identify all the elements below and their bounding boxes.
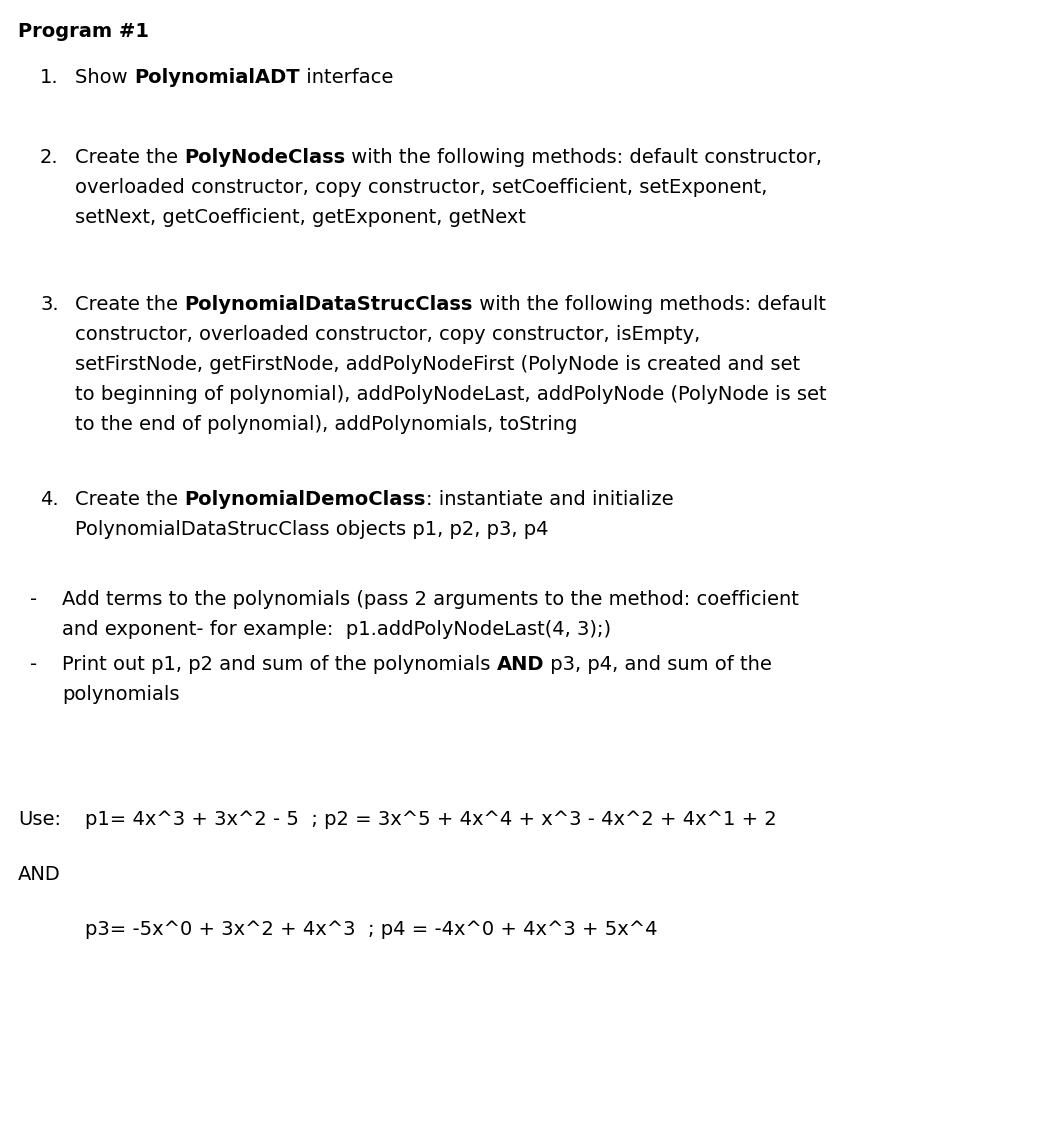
Text: to the end of polynomial), addPolynomials, toString: to the end of polynomial), addPolynomial… xyxy=(75,415,578,434)
Text: 4.: 4. xyxy=(40,490,58,509)
Text: AND: AND xyxy=(18,864,60,884)
Text: Program #1: Program #1 xyxy=(18,22,149,41)
Text: Create the: Create the xyxy=(75,148,184,167)
Text: setNext, getCoefficient, getExponent, getNext: setNext, getCoefficient, getExponent, ge… xyxy=(75,208,526,227)
Text: PolynomialDataStrucClass: PolynomialDataStrucClass xyxy=(184,295,473,314)
Text: 1.: 1. xyxy=(40,69,58,87)
Text: PolynomialDemoClass: PolynomialDemoClass xyxy=(184,490,425,509)
Text: overloaded constructor, copy constructor, setCoefficient, setExponent,: overloaded constructor, copy constructor… xyxy=(75,178,767,198)
Text: Show: Show xyxy=(75,69,134,87)
Text: interface: interface xyxy=(299,69,393,87)
Text: Create the: Create the xyxy=(75,490,184,509)
Text: setFirstNode, getFirstNode, addPolyNodeFirst (PolyNode is created and set: setFirstNode, getFirstNode, addPolyNodeF… xyxy=(75,355,800,373)
Text: -: - xyxy=(30,590,37,609)
Text: -: - xyxy=(30,656,37,674)
Text: p1= 4x^3 + 3x^2 - 5  ; p2 = 3x^5 + 4x^4 + x^3 - 4x^2 + 4x^1 + 2: p1= 4x^3 + 3x^2 - 5 ; p2 = 3x^5 + 4x^4 +… xyxy=(85,810,777,829)
Text: Use:: Use: xyxy=(18,810,61,829)
Text: 2.: 2. xyxy=(40,148,58,167)
Text: : instantiate and initialize: : instantiate and initialize xyxy=(425,490,673,509)
Text: PolynomialADT: PolynomialADT xyxy=(134,69,299,87)
Text: 3.: 3. xyxy=(40,295,58,314)
Text: Add terms to the polynomials (pass 2 arguments to the method: coefficient: Add terms to the polynomials (pass 2 arg… xyxy=(62,590,799,609)
Text: and exponent- for example:  p1.addPolyNodeLast(4, 3);): and exponent- for example: p1.addPolyNod… xyxy=(62,620,612,640)
Text: to beginning of polynomial), addPolyNodeLast, addPolyNode (PolyNode is set: to beginning of polynomial), addPolyNode… xyxy=(75,385,826,404)
Text: p3= -5x^0 + 3x^2 + 4x^3  ; p4 = -4x^0 + 4x^3 + 5x^4: p3= -5x^0 + 3x^2 + 4x^3 ; p4 = -4x^0 + 4… xyxy=(85,920,657,939)
Text: PolyNodeClass: PolyNodeClass xyxy=(184,148,345,167)
Text: polynomials: polynomials xyxy=(62,685,180,703)
Text: constructor, overloaded constructor, copy constructor, isEmpty,: constructor, overloaded constructor, cop… xyxy=(75,325,700,344)
Text: Print out p1, p2 and sum of the polynomials: Print out p1, p2 and sum of the polynomi… xyxy=(62,656,496,674)
Text: with the following methods: default constructor,: with the following methods: default cons… xyxy=(345,148,822,167)
Text: PolynomialDataStrucClass objects p1, p2, p3, p4: PolynomialDataStrucClass objects p1, p2,… xyxy=(75,520,548,539)
Text: with the following methods: default: with the following methods: default xyxy=(473,295,825,314)
Text: AND: AND xyxy=(496,656,544,674)
Text: Create the: Create the xyxy=(75,295,184,314)
Text: p3, p4, and sum of the: p3, p4, and sum of the xyxy=(544,656,772,674)
